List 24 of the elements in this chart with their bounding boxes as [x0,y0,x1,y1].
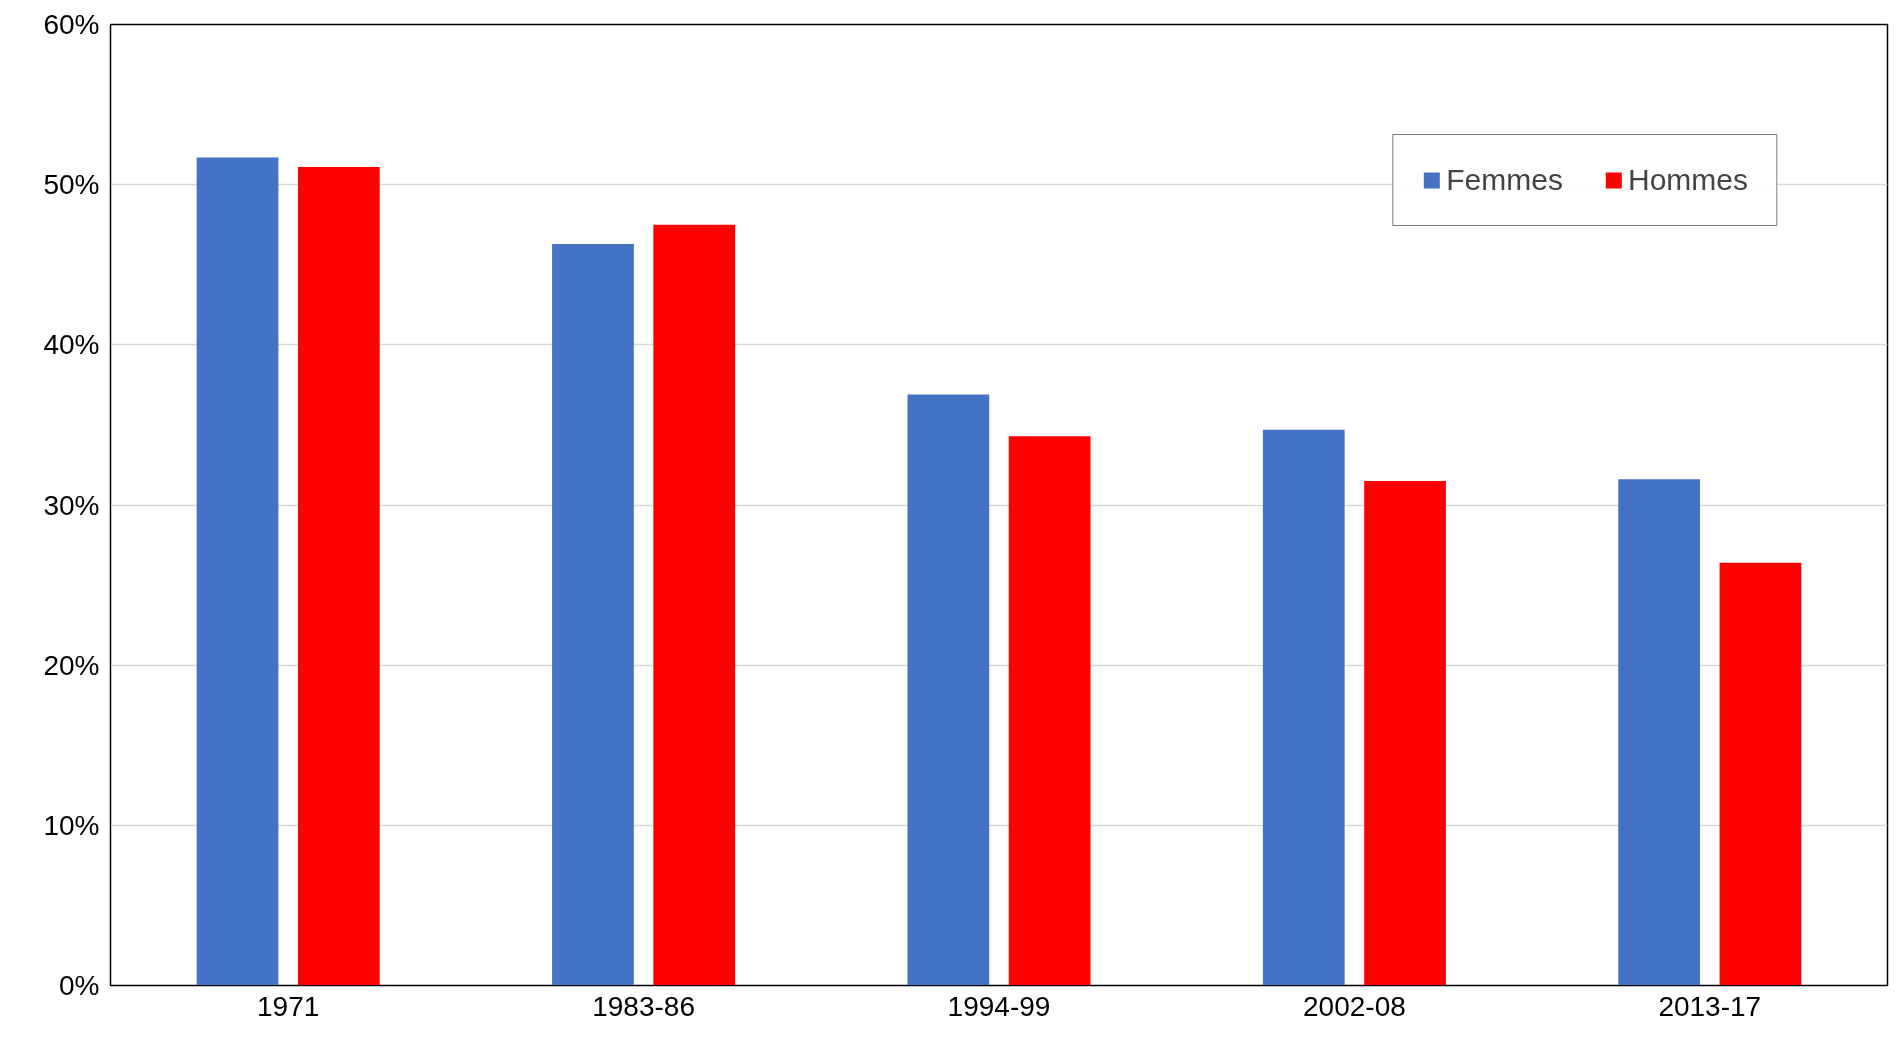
bar [1364,480,1446,986]
bar [552,243,634,986]
x-tick-label: 1983-86 [592,990,695,1022]
bar [1262,429,1345,986]
x-tick-label: 2013-17 [1658,990,1762,1022]
bar [1618,479,1701,986]
bar [297,167,380,986]
x-tick-label: 1994-99 [947,990,1051,1022]
bar [907,394,990,986]
y-tick-label: 0% [59,970,100,1001]
y-tick-label: 50% [43,169,100,201]
x-tick-label: 1971 [257,990,320,1022]
legend-label: Hommes [1627,163,1748,197]
y-tick-label: 10% [43,809,100,841]
y-tick-label: 40% [43,329,100,361]
bar [1008,436,1091,986]
y-tick-label: 60% [43,9,100,40]
legend-label: Femmes [1446,163,1563,197]
y-tick-label: 30% [43,489,100,521]
bar [1719,562,1802,986]
bar [653,224,736,986]
y-tick-label: 20% [43,649,100,681]
bar [196,157,279,986]
x-tick-label: 2002-08 [1303,990,1406,1022]
